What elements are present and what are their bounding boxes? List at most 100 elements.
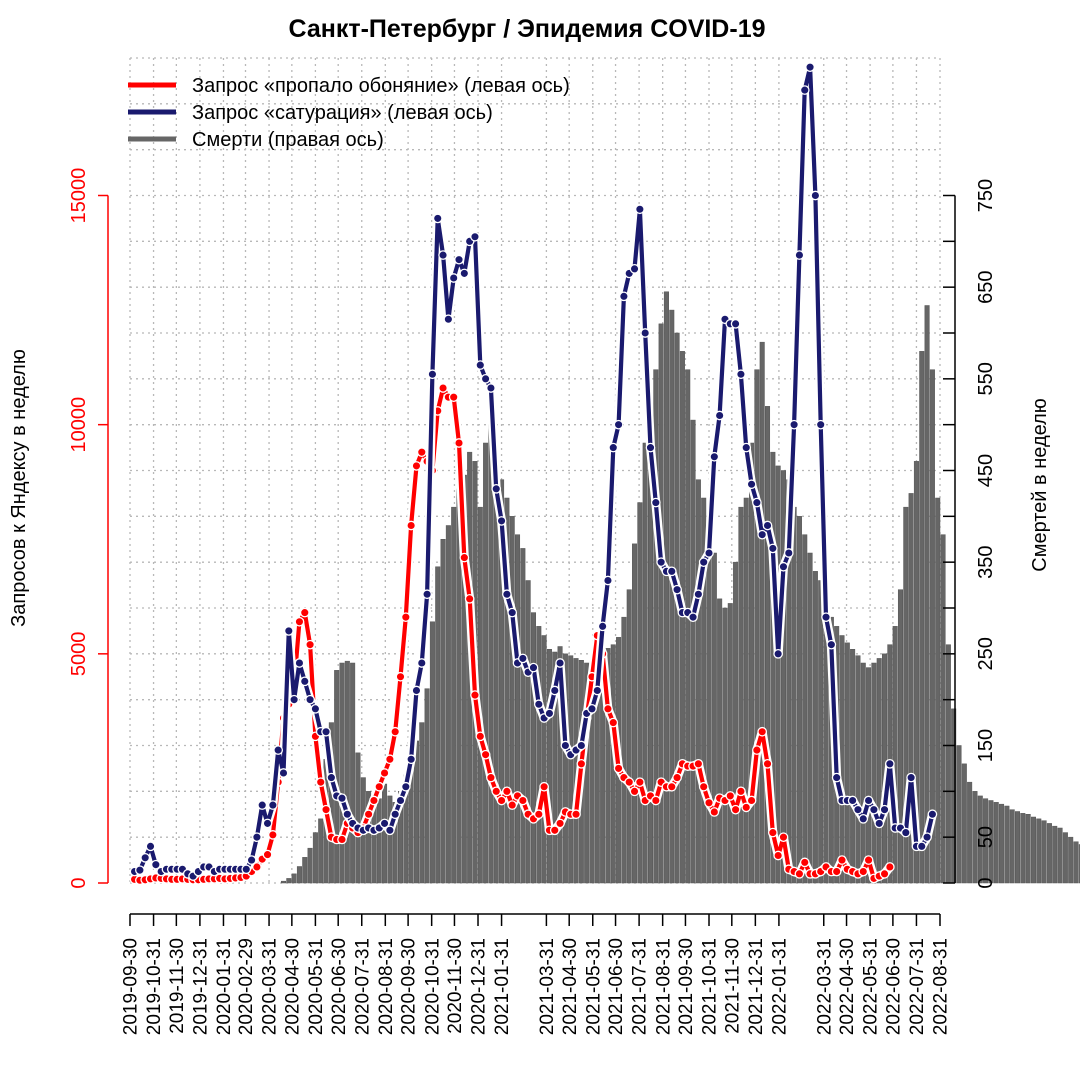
- saturation-query-point: [411, 685, 422, 696]
- saturation-query-point: [922, 832, 932, 843]
- bottom-axis-tick-label: 2019-11-30: [167, 938, 188, 1034]
- saturation-query-point: [400, 781, 411, 792]
- deaths-bar: [642, 442, 648, 884]
- saturation-query-point: [480, 373, 491, 384]
- smell-query-point: [491, 786, 502, 797]
- deaths-bar: [536, 626, 542, 884]
- deaths-bar: [1030, 816, 1036, 884]
- bottom-axis-tick-label: 2020-01-31: [214, 938, 235, 1035]
- smell-query-point: [863, 855, 874, 865]
- deaths-bar: [637, 502, 643, 884]
- saturation-query-point: [305, 694, 315, 705]
- deaths-bar: [908, 493, 914, 884]
- saturation-query-point: [321, 726, 331, 737]
- smell-query-point: [752, 745, 762, 755]
- smell-query-point: [555, 818, 565, 829]
- bottom-axis-tick-label: 2022-08-31: [931, 938, 952, 1035]
- saturation-query-point: [502, 589, 512, 600]
- deaths-bar: [1057, 827, 1063, 884]
- smell-query-point: [369, 795, 379, 806]
- smell-query-point: [305, 639, 315, 650]
- saturation-query-point: [491, 483, 502, 494]
- smell-query-point: [884, 862, 895, 872]
- smell-query-point: [858, 866, 869, 877]
- bottom-axis-tick-label: 2021-04-30: [560, 938, 581, 1035]
- saturation-query-point: [241, 864, 252, 875]
- bottom-axis-tick-label: 2019-09-30: [121, 938, 142, 1035]
- smell-query-point: [725, 791, 736, 801]
- smell-query-point: [438, 383, 448, 393]
- deaths-bar: [286, 878, 292, 884]
- bottom-axis-tick-label: 2020-06-30: [329, 938, 350, 1035]
- bottom-axis-tick-label: 2019-12-31: [191, 938, 212, 1035]
- saturation-query-point: [549, 685, 560, 696]
- bottom-axis-tick-label: 2021-05-31: [583, 938, 604, 1035]
- deaths-bar: [780, 470, 786, 884]
- deaths-bar: [924, 305, 930, 884]
- saturation-query-point: [507, 607, 518, 618]
- deaths-bar: [913, 461, 919, 884]
- saturation-query-point: [395, 795, 406, 806]
- deaths-bar: [871, 662, 877, 884]
- deaths-bar: [972, 791, 978, 884]
- saturation-query-point: [794, 250, 805, 260]
- saturation-query-point: [475, 360, 486, 370]
- saturation-query-point: [741, 442, 752, 453]
- smell-query-point: [650, 795, 661, 806]
- deaths-bar: [530, 612, 536, 884]
- saturation-query-point: [906, 772, 916, 783]
- deaths-bar: [557, 646, 563, 884]
- saturation-query-point: [486, 383, 496, 393]
- deaths-bar: [626, 589, 632, 884]
- deaths-bar: [663, 291, 669, 884]
- saturation-query-point: [145, 841, 156, 852]
- deaths-bar: [546, 649, 552, 884]
- deaths-bar: [727, 603, 733, 884]
- bottom-axis-tick-label: 2022-01-31: [770, 938, 791, 1035]
- deaths-bar: [296, 866, 302, 884]
- saturation-query-point: [783, 548, 794, 558]
- bottom-axis-tick-label: 2020-07-31: [352, 938, 373, 1035]
- right-axis-tick-label: 350: [975, 545, 997, 578]
- smell-query-point: [448, 392, 459, 403]
- saturation-query-point: [283, 626, 294, 636]
- deaths-bar: [525, 580, 531, 884]
- deaths-bar: [850, 649, 856, 884]
- saturation-query-point: [289, 694, 299, 705]
- saturation-query-point: [688, 612, 698, 623]
- smell-query-point: [624, 777, 635, 788]
- deaths-bar: [754, 369, 760, 884]
- smell-query-point: [767, 827, 778, 838]
- smell-query-point: [337, 834, 347, 845]
- saturation-query-point: [603, 575, 613, 586]
- smell-query-point: [385, 754, 395, 765]
- bottom-axis-tick-label: 2020-10-31: [422, 938, 443, 1035]
- smell-query-point: [395, 671, 406, 682]
- axes: 0 5000 10000 15000 0 50 150 250 350 450 550 650 750 2…: [68, 168, 997, 1036]
- deaths-bar: [999, 803, 1005, 884]
- right-axis-tick-label: 550: [975, 362, 997, 395]
- smell-query-point: [315, 777, 326, 788]
- saturation-query-point: [299, 676, 310, 687]
- deaths-bar: [897, 589, 903, 884]
- smell-query-point: [757, 726, 768, 737]
- smell-query-point: [374, 781, 385, 792]
- legend-label: Запрос «пропало обоняние» (левая ось): [192, 75, 570, 97]
- smell-query-point: [693, 758, 704, 769]
- deaths-bar: [1041, 820, 1047, 884]
- deaths-bar: [733, 561, 739, 884]
- deaths-bar: [796, 516, 802, 884]
- saturation-query-point: [730, 318, 741, 329]
- saturation-query-point: [597, 621, 608, 632]
- bottom-axis-tick-label: 2019-10-31: [144, 938, 165, 1035]
- bottom-axis-tick-label: 2021-07-31: [630, 938, 651, 1035]
- saturation-query-point: [900, 827, 911, 838]
- deaths-bar: [562, 653, 568, 884]
- saturation-query-point: [135, 865, 145, 876]
- saturation-query-point: [672, 584, 682, 595]
- right-axis-tick-label: 0: [975, 877, 997, 888]
- deaths-bar: [1036, 818, 1042, 884]
- right-axis-tick-label: 450: [975, 454, 997, 487]
- saturation-query-point: [916, 841, 927, 852]
- deaths-bar: [621, 616, 627, 884]
